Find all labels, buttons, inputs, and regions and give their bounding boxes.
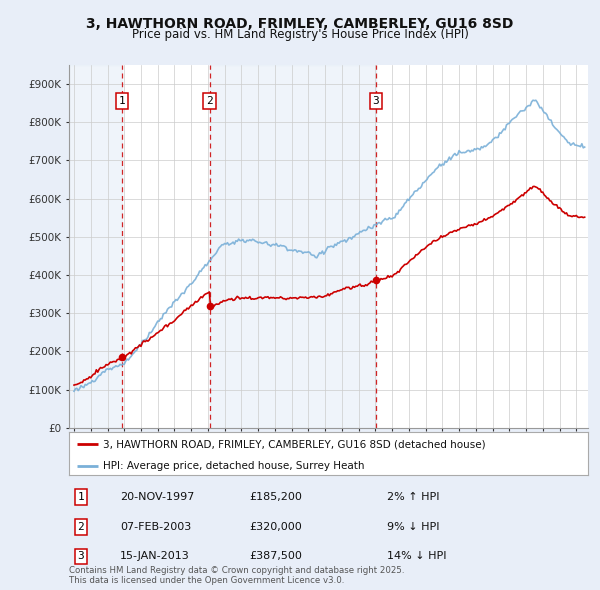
Text: 2% ↑ HPI: 2% ↑ HPI [387, 492, 439, 502]
Text: 9% ↓ HPI: 9% ↓ HPI [387, 522, 439, 532]
Text: Contains HM Land Registry data © Crown copyright and database right 2025.
This d: Contains HM Land Registry data © Crown c… [69, 566, 404, 585]
Text: 1: 1 [119, 96, 125, 106]
Text: 20-NOV-1997: 20-NOV-1997 [120, 492, 194, 502]
Bar [69, 65, 122, 428]
Text: 3, HAWTHORN ROAD, FRIMLEY, CAMBERLEY, GU16 8SD (detached house): 3, HAWTHORN ROAD, FRIMLEY, CAMBERLEY, GU… [103, 440, 485, 450]
Text: 15-JAN-2013: 15-JAN-2013 [120, 552, 190, 561]
Bar [209, 65, 376, 428]
Text: 14% ↓ HPI: 14% ↓ HPI [387, 552, 446, 561]
Text: £387,500: £387,500 [249, 552, 302, 561]
Text: 3: 3 [373, 96, 379, 106]
Text: 3, HAWTHORN ROAD, FRIMLEY, CAMBERLEY, GU16 8SD: 3, HAWTHORN ROAD, FRIMLEY, CAMBERLEY, GU… [86, 17, 514, 31]
Text: 07-FEB-2003: 07-FEB-2003 [120, 522, 191, 532]
Text: 1: 1 [77, 492, 85, 502]
Text: 3: 3 [77, 552, 85, 561]
Text: HPI: Average price, detached house, Surrey Heath: HPI: Average price, detached house, Surr… [103, 461, 364, 471]
Text: Price paid vs. HM Land Registry's House Price Index (HPI): Price paid vs. HM Land Registry's House … [131, 28, 469, 41]
Text: £185,200: £185,200 [249, 492, 302, 502]
Text: £320,000: £320,000 [249, 522, 302, 532]
Text: 2: 2 [77, 522, 85, 532]
Text: 2: 2 [206, 96, 213, 106]
